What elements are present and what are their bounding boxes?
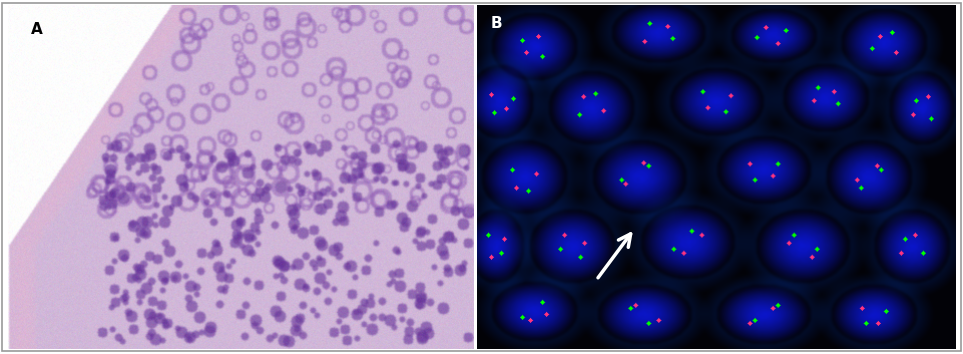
Text: A: A: [31, 23, 42, 38]
Text: B: B: [491, 16, 503, 30]
